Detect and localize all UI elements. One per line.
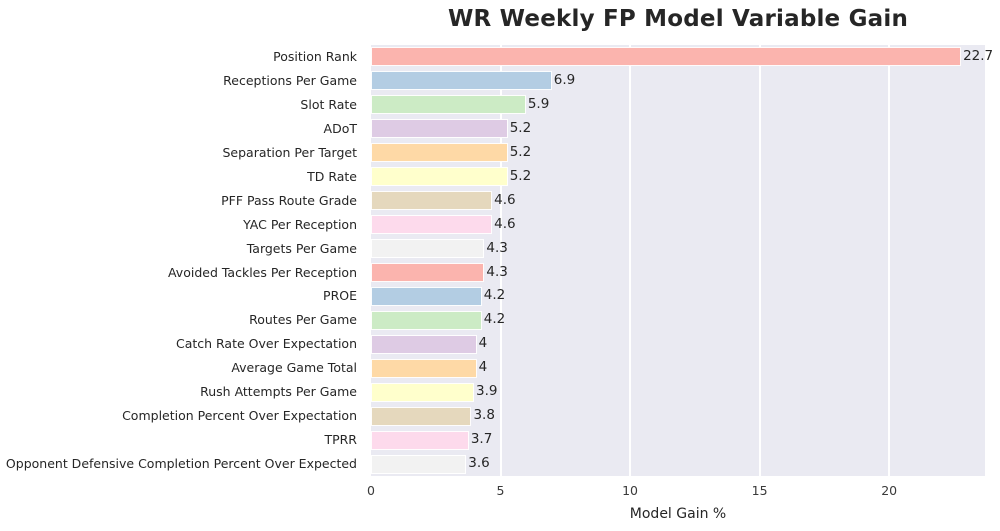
gridline [888,45,891,476]
bar-row: 5.2 [371,165,985,189]
x-tick-label: 20 [881,483,898,498]
bar [371,119,508,139]
bar-row: 4.6 [371,213,985,237]
bar-row: 4.3 [371,237,985,261]
bar-row: 4.2 [371,308,985,332]
bar [371,47,962,67]
y-axis-labels: Position Rank Receptions Per Game Slot Rat… [0,45,364,476]
x-tick-label: 5 [496,483,505,498]
chart-title: WR Weekly FP Model Variable Gain [447,6,909,32]
y-axis-label: Routes Per Game [249,312,357,328]
y-axis-label: Completion Percent Over Expectation [122,408,357,424]
bar-row: 6.9 [371,69,985,93]
y-axis-label: Average Game Total [231,360,357,376]
y-axis-label: Targets Per Game [246,240,357,256]
bar [371,239,485,259]
y-axis-label: Catch Rate Over Expectation [175,336,357,352]
bar-value-label: 4.6 [494,191,516,208]
bar [371,430,469,450]
bar-value-label: 5.2 [509,119,532,136]
bar-value-label: 4.3 [486,263,508,280]
bar-row: 3.6 [371,452,985,476]
bar [371,143,508,163]
bar-row: 4.2 [371,284,985,308]
bar [371,215,493,235]
bar-value-label: 3.8 [473,407,495,424]
bar [371,358,477,378]
y-axis-label: TPRR [324,432,357,448]
bar-value-label: 4 [478,359,488,376]
y-axis-label: PFF Pass Route Grade [221,192,357,208]
bar-value-label: 5.2 [509,143,532,160]
y-axis-label: TD Rate [307,168,357,184]
bar-value-label: 3.9 [476,383,498,400]
bar-value-label: 4.6 [494,215,516,232]
bar [371,191,493,211]
bar-row: 4 [371,356,985,380]
bar-row: 3.8 [371,404,985,428]
bar-value-label: 4 [478,335,488,352]
gridline [629,45,632,476]
y-axis-label: Receptions Per Game [223,72,357,88]
x-axis-label: Model Gain % [629,506,727,522]
bar-row: 4.3 [371,261,985,285]
y-axis-label: Opponent Defensive Completion Percent Ov… [5,456,357,472]
bar-value-label: 5.9 [527,95,550,112]
bar [371,406,472,426]
bar-row: 4 [371,332,985,356]
y-axis-label: Rush Attempts Per Game [200,384,357,400]
gridline [758,45,761,476]
bar-row: 22.7 [371,45,993,69]
bar-value-label: 5.2 [509,167,532,184]
y-axis-label: Avoided Tackles Per Reception [167,264,357,280]
y-axis-label: ADoT [323,120,357,136]
bar-value-label: 22.7 [963,48,994,64]
bar-row: 5.2 [371,141,985,165]
bar [371,262,485,282]
bar [371,382,475,402]
gridline [499,45,502,476]
bar [371,310,482,330]
y-axis-label: Slot Rate [300,96,357,112]
bar [371,286,482,306]
bar-value-label: 4.2 [483,311,506,328]
bar [371,71,552,91]
x-tick-label: 15 [751,483,768,498]
bar [371,167,508,187]
x-tick-label: 10 [622,483,639,498]
bar-value-label: 4.2 [483,287,506,304]
bar-row: 5.2 [371,117,985,141]
bar-value-label: 3.7 [470,431,493,448]
x-tick-label: 0 [367,483,375,498]
bar [371,454,467,474]
bar-row: 3.7 [371,428,985,452]
bar [371,95,526,115]
y-axis-label: YAC Per Reception [243,216,357,232]
y-axis-label: Position Rank [273,49,357,64]
plot-area: 22.7 6.9 5.9 5.2 5.2 5.2 4.6 4.6 4.3 4.3 4.2 4.2 4 4 3… [371,45,993,476]
bar-row: 3.9 [371,380,985,404]
bar-value-label: 3.6 [468,455,490,472]
bar [371,334,477,354]
y-axis-label: PROE [323,288,357,304]
bar-row: 5.9 [371,93,985,117]
bar-row: 4.6 [371,189,985,213]
bar-value-label: 4.3 [486,239,508,256]
bar-value-label: 6.9 [553,71,576,88]
y-axis-label: Separation Per Target [222,144,357,160]
